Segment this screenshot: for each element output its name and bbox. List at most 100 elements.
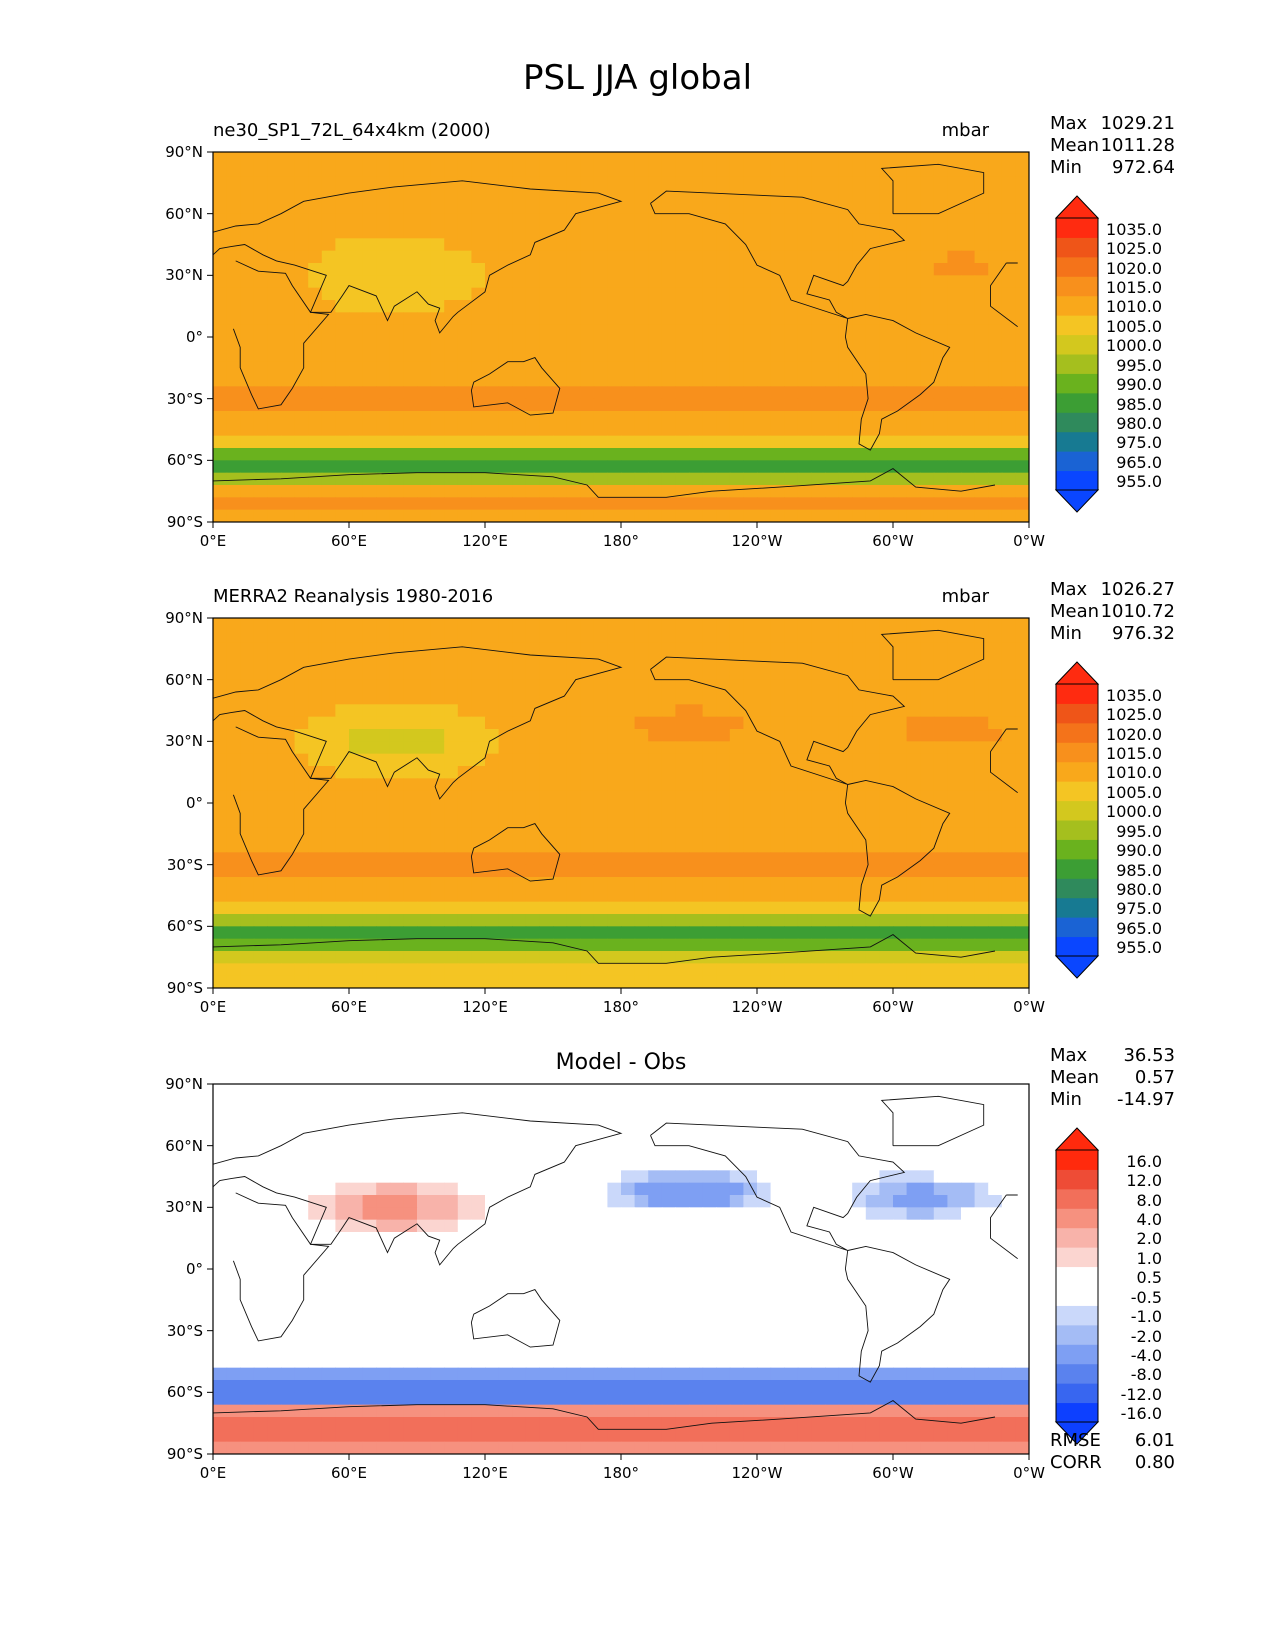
field-cell (213, 901, 228, 915)
field-cell (240, 729, 255, 742)
field-cell (485, 472, 500, 486)
field-cell (240, 1195, 255, 1208)
field-cell (281, 1256, 296, 1270)
field-cell (675, 361, 690, 375)
field-cell (920, 840, 935, 853)
field-cell (893, 1256, 908, 1270)
field-cell (716, 852, 731, 866)
field-cell (607, 766, 622, 779)
field-cell (893, 485, 908, 498)
field-cell (417, 852, 432, 866)
field-cell (825, 1145, 840, 1159)
field-cell (634, 374, 649, 387)
field-cell (634, 250, 649, 264)
field-cell (825, 815, 840, 829)
field-cell (702, 448, 717, 461)
field-cell (267, 1084, 282, 1097)
field-cell (634, 423, 649, 437)
field-cell (553, 642, 568, 656)
field-cell (498, 509, 513, 522)
field-cell (893, 226, 908, 239)
field-cell (607, 741, 622, 755)
field-cell (498, 692, 513, 705)
field-cell (566, 435, 581, 449)
field-cell (1001, 250, 1016, 264)
field-cell (825, 655, 840, 668)
field-cell (893, 448, 908, 461)
field-cell (417, 1121, 432, 1134)
field-cell (539, 250, 554, 264)
y-tick-label: 90°N (165, 143, 203, 161)
field-cell (539, 361, 554, 375)
field-cell (838, 1158, 853, 1171)
field-cell (974, 963, 989, 977)
field-cell (961, 975, 976, 988)
field-cell (729, 716, 744, 730)
field-cell (430, 152, 445, 165)
field-cell (933, 287, 948, 301)
field-cell (933, 716, 948, 730)
field-cell (906, 951, 921, 964)
field-cell (743, 1219, 758, 1233)
field-cell (240, 1182, 255, 1196)
field-cell (580, 642, 595, 656)
field-cell (716, 398, 731, 412)
field-cell (852, 667, 867, 681)
field-cell (389, 1170, 404, 1184)
field-cell (729, 460, 744, 474)
field-cell (893, 642, 908, 656)
field-cell (485, 312, 500, 326)
field-cell (621, 448, 636, 461)
field-cell (308, 704, 323, 718)
field-cell (593, 213, 608, 227)
field-cell (797, 435, 812, 449)
field-cell (770, 1269, 785, 1282)
field-cell (784, 423, 799, 437)
field-cell (716, 164, 731, 178)
field-cell (444, 877, 459, 890)
field-cell (457, 679, 472, 693)
field-cell (729, 877, 744, 890)
field-cell (525, 667, 540, 681)
field-cell (226, 1121, 241, 1134)
field-cell (362, 1256, 377, 1270)
field-cell (797, 1281, 812, 1295)
field-cell (784, 642, 799, 656)
field-cell (852, 250, 867, 264)
field-cell (485, 1133, 500, 1147)
field-cell (335, 1158, 350, 1171)
field-cell (525, 152, 540, 165)
field-cell (743, 324, 758, 338)
field-cell (485, 729, 500, 742)
field-cell (213, 1281, 228, 1295)
field-cell (430, 1281, 445, 1295)
field-cell (961, 152, 976, 165)
field-cell (457, 963, 472, 977)
field-cell (226, 238, 241, 252)
field-cell (1015, 213, 1029, 227)
field-cell (893, 361, 908, 375)
field-cell (825, 1219, 840, 1233)
field-cell (471, 840, 486, 853)
field-cell (920, 1219, 935, 1233)
field-cell (376, 1219, 391, 1233)
field-cell (838, 618, 853, 631)
field-cell (485, 1145, 500, 1159)
field-cell (825, 411, 840, 424)
field-cell (852, 618, 867, 631)
field-cell (988, 1145, 1003, 1159)
field-cell (689, 176, 704, 190)
field-cell (947, 448, 962, 461)
field-cell (362, 692, 377, 705)
field-cell (893, 1170, 908, 1184)
field-cell (974, 642, 989, 656)
field-cell (621, 642, 636, 656)
field-cell (362, 263, 377, 276)
field-cell (253, 914, 268, 927)
field-cell (797, 485, 812, 498)
field-cell (811, 1108, 826, 1122)
field-cell (498, 1244, 513, 1258)
field-cell (430, 655, 445, 668)
field-cell (784, 386, 799, 400)
field-cell (403, 1133, 418, 1147)
